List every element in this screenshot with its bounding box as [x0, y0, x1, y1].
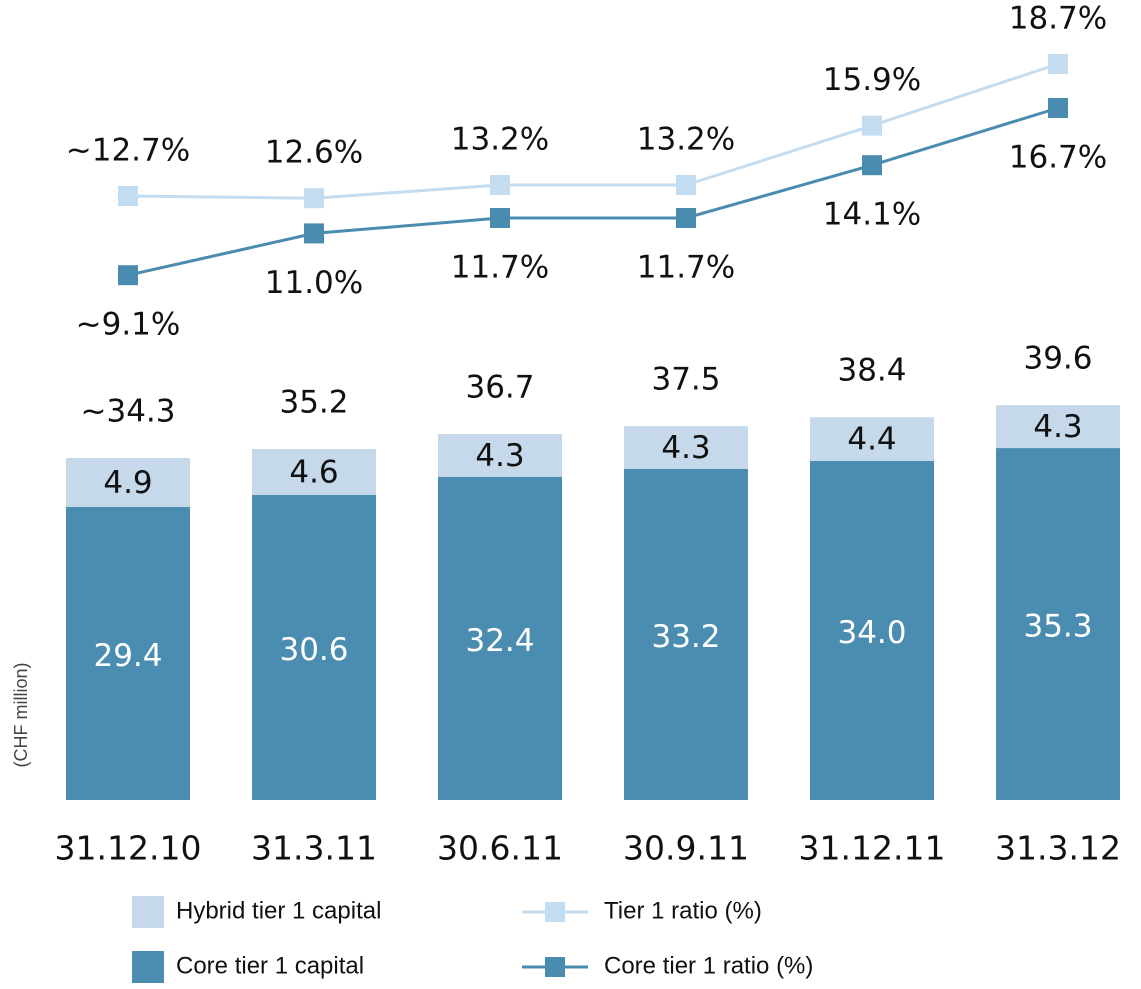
x-tick-label: 31.12.10 [55, 829, 202, 868]
line [127, 106, 1059, 277]
line-marker [118, 265, 138, 286]
bar-segment [438, 434, 562, 477]
line-marker [676, 208, 696, 228]
x-tick-label: 31.12.11 [799, 829, 946, 868]
bar-label: 4.3 [661, 430, 710, 466]
line-marker [304, 223, 324, 244]
line-marker [490, 208, 510, 228]
legend-swatch [132, 951, 164, 983]
bar-label: 4.9 [103, 465, 152, 501]
x-tick-label: 30.9.11 [623, 829, 749, 868]
legend-label: Hybrid tier 1 capital [176, 897, 381, 924]
line-label: 13.2% [451, 122, 549, 158]
bar-segment [66, 506, 190, 800]
bar-label: 4.3 [475, 438, 524, 474]
bar-segment [624, 426, 748, 469]
bar-label: 35.3 [1023, 609, 1092, 645]
line-label: 11.7% [637, 250, 735, 286]
bar-label: 33.2 [651, 619, 720, 655]
bar-label: 29.4 [93, 638, 162, 674]
bar-label: 34.0 [837, 615, 906, 651]
legend-label: Core tier 1 ratio (%) [604, 952, 813, 979]
bar-segment [252, 449, 376, 495]
legend-label: Tier 1 ratio (%) [604, 897, 762, 924]
line-marker [490, 175, 510, 195]
total-label: ~34.3 [81, 394, 176, 430]
total-label: 38.4 [837, 353, 906, 389]
line-label: ~9.1% [76, 307, 181, 343]
bar-segment [66, 458, 190, 507]
legend-swatch [132, 896, 164, 928]
bar-segment [810, 417, 934, 462]
line-marker [118, 186, 138, 206]
x-tick-label: 30.6.11 [437, 829, 563, 868]
line-label: 13.2% [637, 122, 735, 158]
line-label: 15.9% [823, 62, 921, 98]
legend-label: Core tier 1 capital [176, 952, 364, 979]
line [127, 62, 1059, 200]
line-label: 16.7% [1009, 140, 1107, 176]
bar-label: 4.4 [847, 422, 896, 458]
line-marker [1048, 98, 1068, 118]
line-label: 11.7% [451, 250, 549, 286]
line-label: 12.6% [265, 135, 363, 171]
total-label: 36.7 [465, 370, 534, 406]
line-label: 18.7% [1009, 1, 1107, 37]
bar-segment [624, 468, 748, 800]
x-tick-label: 31.3.12 [995, 829, 1121, 868]
bar-label: 32.4 [465, 623, 534, 659]
bar-segment [438, 476, 562, 800]
line-marker [862, 155, 882, 176]
line-marker [1048, 54, 1068, 74]
bar-segment [810, 461, 934, 800]
bar-segment [996, 405, 1120, 449]
bar-label: 4.6 [289, 454, 338, 490]
line-marker [862, 115, 882, 136]
line-label: 11.0% [265, 265, 363, 301]
line-marker [304, 188, 324, 209]
line-label: 14.1% [823, 197, 921, 233]
total-label: 35.2 [279, 385, 348, 421]
line-marker [676, 175, 696, 195]
total-label: 37.5 [651, 362, 720, 398]
legend-marker [545, 957, 565, 977]
bar-label: 4.3 [1033, 409, 1082, 445]
x-tick-label: 31.3.11 [251, 829, 377, 868]
bar-label: 30.6 [279, 632, 348, 668]
total-label: 39.6 [1023, 341, 1092, 377]
y-axis-label: (CHF million) [11, 663, 31, 768]
legend-marker [545, 902, 565, 922]
bar-segment [996, 448, 1120, 800]
line-label: ~12.7% [66, 133, 190, 169]
bar-segment [252, 494, 376, 800]
